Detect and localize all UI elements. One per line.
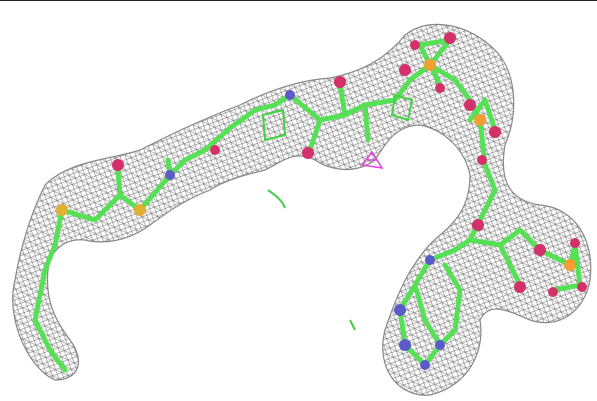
sulfur-atoms <box>56 204 146 216</box>
oxygen-atom <box>435 83 445 93</box>
oxygen-atom <box>399 64 411 76</box>
side-bond <box>362 102 371 143</box>
oxygen-atom <box>444 32 456 44</box>
oxygen-atom <box>570 238 580 248</box>
oxygen-atom <box>302 147 314 159</box>
oxygen-atoms <box>112 32 587 297</box>
phosphorus-atoms <box>424 59 576 271</box>
side-bond <box>307 117 323 153</box>
phosphorus-atom <box>424 59 436 71</box>
sulfur-atom <box>134 204 146 216</box>
oxygen-atom <box>534 244 546 256</box>
nitrogen-atom <box>420 360 430 370</box>
oxygen-atom <box>464 99 476 111</box>
sulfur-atom <box>56 204 68 216</box>
oxygen-atom <box>514 281 526 293</box>
oxygen-atom <box>489 126 501 138</box>
nitrogen-atom <box>285 90 295 100</box>
phosphate-bond <box>467 97 498 133</box>
oxygen-atom <box>548 287 558 297</box>
nitrogen-atom <box>425 255 435 265</box>
side-bond <box>497 242 523 288</box>
nitrogen-atom <box>165 170 175 180</box>
ring-bond <box>412 237 473 348</box>
oxygen-atom <box>477 155 487 165</box>
ring-outline <box>261 108 287 142</box>
ring-outline <box>390 93 414 122</box>
nitrogen-atoms <box>165 90 445 370</box>
nitrogen-atom <box>399 339 411 351</box>
difference-density <box>360 150 384 169</box>
nitrogen-atom <box>435 340 445 350</box>
ring-outlines <box>261 93 414 331</box>
oxygen-atom <box>334 76 346 88</box>
oxygen-atom <box>112 159 124 171</box>
side-bond <box>337 82 348 118</box>
oxygen-atom <box>410 40 420 50</box>
oxygen-atom <box>472 219 484 231</box>
phosphorus-atom <box>474 114 486 126</box>
oxygen-atom <box>210 145 220 155</box>
nitrogen-atom <box>394 304 406 316</box>
ring-outline <box>349 319 356 331</box>
ring-outline <box>267 189 286 209</box>
oxygen-atom <box>577 282 587 292</box>
phosphorus-atom <box>564 259 576 271</box>
electron-density-mesh <box>12 23 592 396</box>
side-bond <box>115 167 123 198</box>
phosphate-bond <box>552 242 583 293</box>
